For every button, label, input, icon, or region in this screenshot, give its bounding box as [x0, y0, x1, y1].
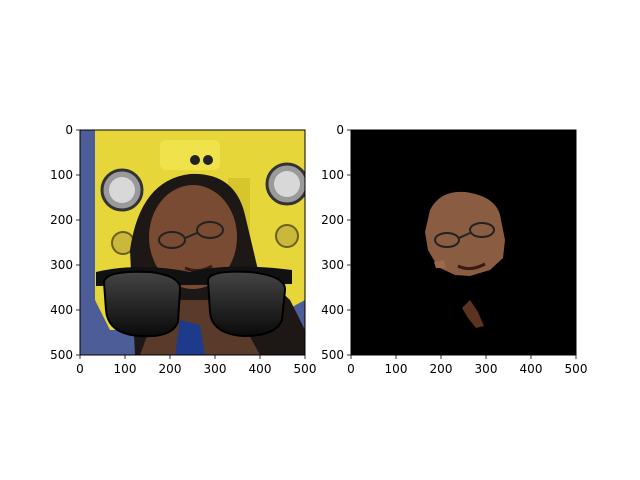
sunglasses-overlay: [96, 266, 292, 338]
right-image: [351, 130, 576, 355]
right-ytick-label: 200: [321, 213, 344, 227]
left-xtick-label: 100: [114, 362, 137, 376]
left-xtick-label: 0: [76, 362, 84, 376]
left-xtick-label: 400: [249, 362, 272, 376]
left-ytick-label: 200: [50, 213, 73, 227]
left-ytick-label: 0: [65, 123, 73, 137]
right-ytick-label: 100: [321, 168, 344, 182]
right-xtick-label: 100: [385, 362, 408, 376]
left-ytick-label: 300: [50, 258, 73, 272]
left-axes-frame: [79, 129, 306, 356]
left-xtick-label: 300: [204, 362, 227, 376]
left-ytick-label: 100: [50, 168, 73, 182]
left-ytick-label: 400: [50, 303, 73, 317]
left-xtick-label: 500: [294, 362, 317, 376]
right-ytick-label: 0: [336, 123, 344, 137]
right-xtick-label: 500: [565, 362, 588, 376]
left-xtick-label: 200: [159, 362, 182, 376]
right-ytick-label: 400: [321, 303, 344, 317]
right-ytick-label: 300: [321, 258, 344, 272]
right-axes-frame: [350, 129, 577, 356]
right-ytick-label: 500: [321, 348, 344, 362]
right-xtick-label: 200: [430, 362, 453, 376]
left-image: [80, 130, 305, 355]
right-xtick-label: 300: [475, 362, 498, 376]
right-xtick-label: 0: [347, 362, 355, 376]
right-xtick-label: 400: [520, 362, 543, 376]
left-ytick-label: 500: [50, 348, 73, 362]
